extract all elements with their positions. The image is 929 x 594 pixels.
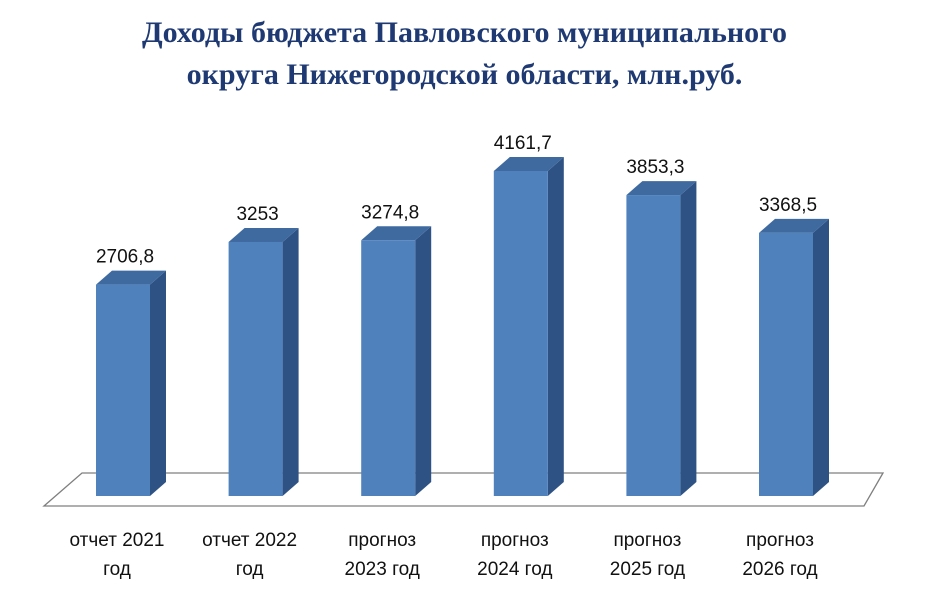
bar-front-2 xyxy=(228,241,283,496)
bar-side-3 xyxy=(415,226,432,496)
bar-side-4 xyxy=(547,156,564,497)
chart-title-line-1: Доходы бюджета Павловского муниципальног… xyxy=(142,16,787,49)
bar-top-5 xyxy=(626,181,697,196)
bar-6 xyxy=(759,218,829,496)
chart-title: Доходы бюджета Павловского муниципальног… xyxy=(0,12,929,96)
bar-4 xyxy=(493,156,564,497)
category-label-5-line-2: 2025 год xyxy=(610,559,685,580)
category-label-1-line-2: год xyxy=(103,559,131,580)
bar-top-1 xyxy=(96,270,166,285)
bar-top-6 xyxy=(759,218,829,233)
bar-top-3 xyxy=(361,226,432,241)
bar-3 xyxy=(361,226,432,496)
bar-side-5 xyxy=(680,181,697,496)
bar-top-2 xyxy=(228,227,299,242)
bar-side-6 xyxy=(813,218,829,496)
value-label-2: 3253 xyxy=(236,204,278,225)
category-label-4-line-2: 2024 год xyxy=(477,559,552,580)
category-label-1-line-1: отчет 2021 xyxy=(70,530,165,551)
bar-front-1 xyxy=(96,284,150,496)
bars-layer xyxy=(96,156,829,497)
category-label-4-line-1: прогноз xyxy=(481,530,549,551)
value-label-5: 3853,3 xyxy=(626,157,684,178)
bar-2 xyxy=(228,227,299,497)
value-label-6: 3368,5 xyxy=(759,195,817,216)
category-label-2-line-1: отчет 2022 xyxy=(202,530,297,551)
bar-front-5 xyxy=(626,195,681,496)
value-label-1: 2706,8 xyxy=(96,247,154,268)
value-label-4: 4161,7 xyxy=(494,133,552,154)
category-label-6-line-2: 2026 год xyxy=(742,559,817,580)
bar-front-6 xyxy=(759,232,813,496)
value-label-3: 3274,8 xyxy=(361,202,419,223)
bar-front-3 xyxy=(361,240,416,496)
category-label-6-line-1: прогноз xyxy=(746,530,814,551)
category-label-3-line-1: прогноз xyxy=(348,530,416,551)
category-label-3-line-2: 2023 год xyxy=(345,559,420,580)
bar-1 xyxy=(96,270,166,496)
chart-floor xyxy=(42,472,885,507)
bar-side-2 xyxy=(282,227,299,497)
bar-side-1 xyxy=(150,270,166,496)
category-label-2-line-2: год xyxy=(236,559,264,580)
bar-front-4 xyxy=(493,170,548,497)
bar-5 xyxy=(626,181,697,496)
bar-top-4 xyxy=(493,156,564,171)
labels-layer: 2706,8 отчет 2021 год 3253 отчет 2022 год 3274… xyxy=(70,133,818,580)
category-label-5-line-1: прогноз xyxy=(613,530,681,551)
chart-title-line-2: округа Нижегородской области, млн.руб. xyxy=(186,58,743,91)
